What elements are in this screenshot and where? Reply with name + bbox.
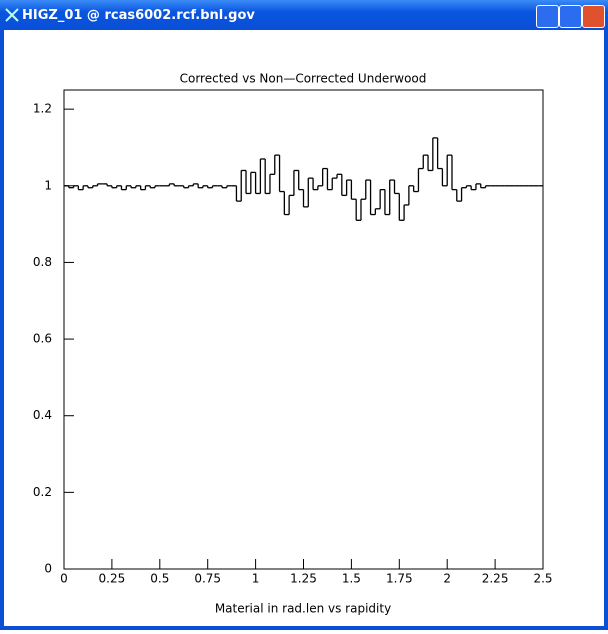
close-button[interactable] bbox=[582, 5, 605, 28]
title-bar: HIGZ_01 @ rcas6002.rcf.bnl.gov bbox=[0, 0, 608, 30]
x-tick-label: 1.75 bbox=[386, 572, 413, 586]
y-tick-label: 1 bbox=[44, 178, 52, 192]
chart-title: Corrected vs Non—Corrected Underwood bbox=[180, 72, 427, 86]
y-tick-label: 0.4 bbox=[33, 408, 52, 422]
minimize-button[interactable] bbox=[536, 5, 559, 28]
x-axis-label: Material in rad.len vs rapidity bbox=[215, 602, 391, 616]
x-tick-label: 2 bbox=[443, 572, 451, 586]
x-tick-label: 0.75 bbox=[194, 572, 221, 586]
maximize-button[interactable] bbox=[559, 5, 582, 28]
app-icon bbox=[5, 8, 19, 22]
y-tick-label: 0.2 bbox=[33, 485, 52, 499]
x-tick-label: 0 bbox=[60, 572, 68, 586]
y-tick-label: 0.8 bbox=[33, 255, 52, 269]
x-tick-label: 2.5 bbox=[533, 572, 552, 586]
x-tick-label: 0.5 bbox=[150, 572, 169, 586]
chart: Corrected vs Non—Corrected Underwood Mat… bbox=[33, 72, 553, 616]
x-tick-label: 1.5 bbox=[342, 572, 361, 586]
y-tick-label: 0.6 bbox=[33, 332, 52, 346]
x-tick-label: 1 bbox=[252, 572, 260, 586]
x-tick-label: 1.25 bbox=[290, 572, 317, 586]
x-tick-label: 0.25 bbox=[99, 572, 126, 586]
window-title: HIGZ_01 @ rcas6002.rcf.bnl.gov bbox=[22, 8, 255, 23]
x-tick-label: 2.25 bbox=[482, 572, 509, 586]
y-tick-label: 1.2 bbox=[33, 102, 52, 116]
y-tick-label: 0 bbox=[44, 562, 52, 576]
plot-frame bbox=[63, 89, 544, 570]
